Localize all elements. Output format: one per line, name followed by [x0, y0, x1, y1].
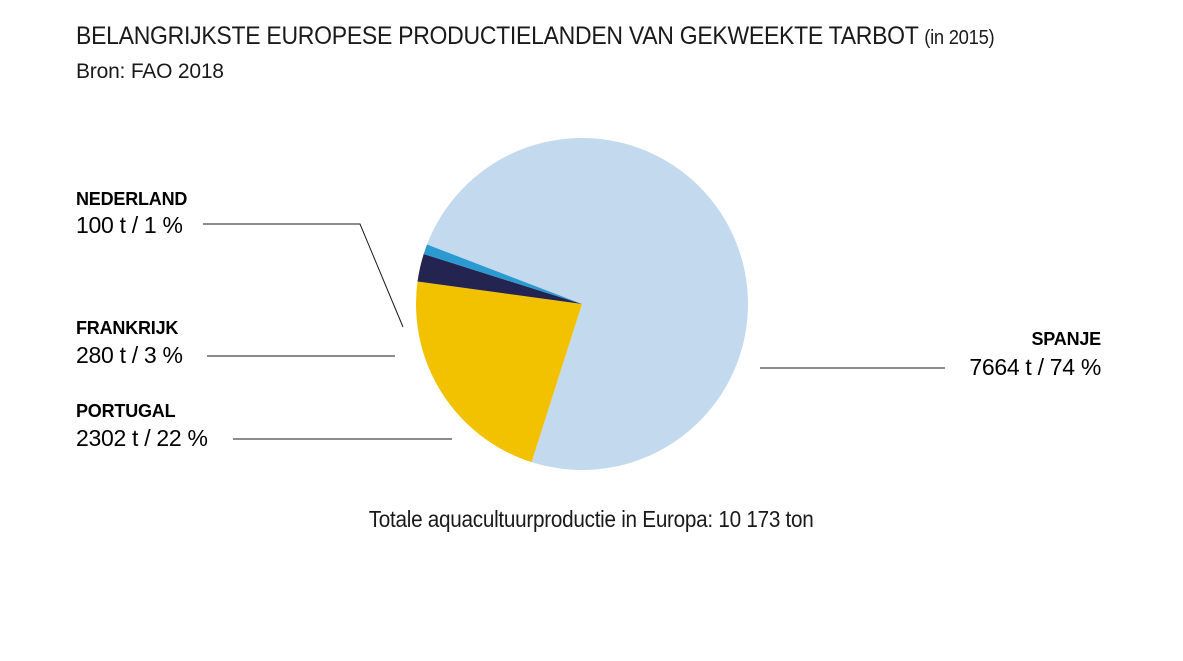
chart-title: BELANGRIJKSTE EUROPESE PRODUCTIELANDEN V… — [76, 22, 995, 51]
pie-slice-frankrijk — [417, 254, 582, 304]
chart-title-suffix: (in 2015) — [924, 27, 995, 49]
pie-slice-portugal — [416, 281, 582, 463]
chart-source: Bron: FAO 2018 — [76, 60, 224, 83]
label-name-frankrijk: FRANKRIJK — [76, 318, 178, 338]
pie-slice-nederland — [423, 244, 582, 304]
pie-slices — [416, 138, 749, 471]
total-production-label: Totale aquacultuurproductie in Europa: 1… — [0, 506, 1183, 533]
label-value-frankrijk: 280 t / 3 % — [76, 342, 183, 368]
label-value-spanje: 7664 t / 74 % — [969, 354, 1101, 380]
label-name-spanje: SPANJE — [1032, 329, 1102, 349]
label-value-nederland: 100 t / 1 % — [76, 212, 183, 238]
leader-lines — [203, 223, 945, 440]
label-name-portugal: PORTUGAL — [76, 401, 176, 421]
chart-title-main: BELANGRIJKSTE EUROPESE PRODUCTIELANDEN V… — [76, 22, 919, 50]
label-value-portugal: 2302 t / 22 % — [76, 425, 208, 451]
label-name-nederland: NEDERLAND — [76, 189, 187, 209]
pie-slice-spanje — [427, 138, 749, 471]
total-production-text: Totale aquacultuurproductie in Europa: 1… — [369, 506, 814, 532]
leader-line-nederland — [203, 223, 404, 328]
